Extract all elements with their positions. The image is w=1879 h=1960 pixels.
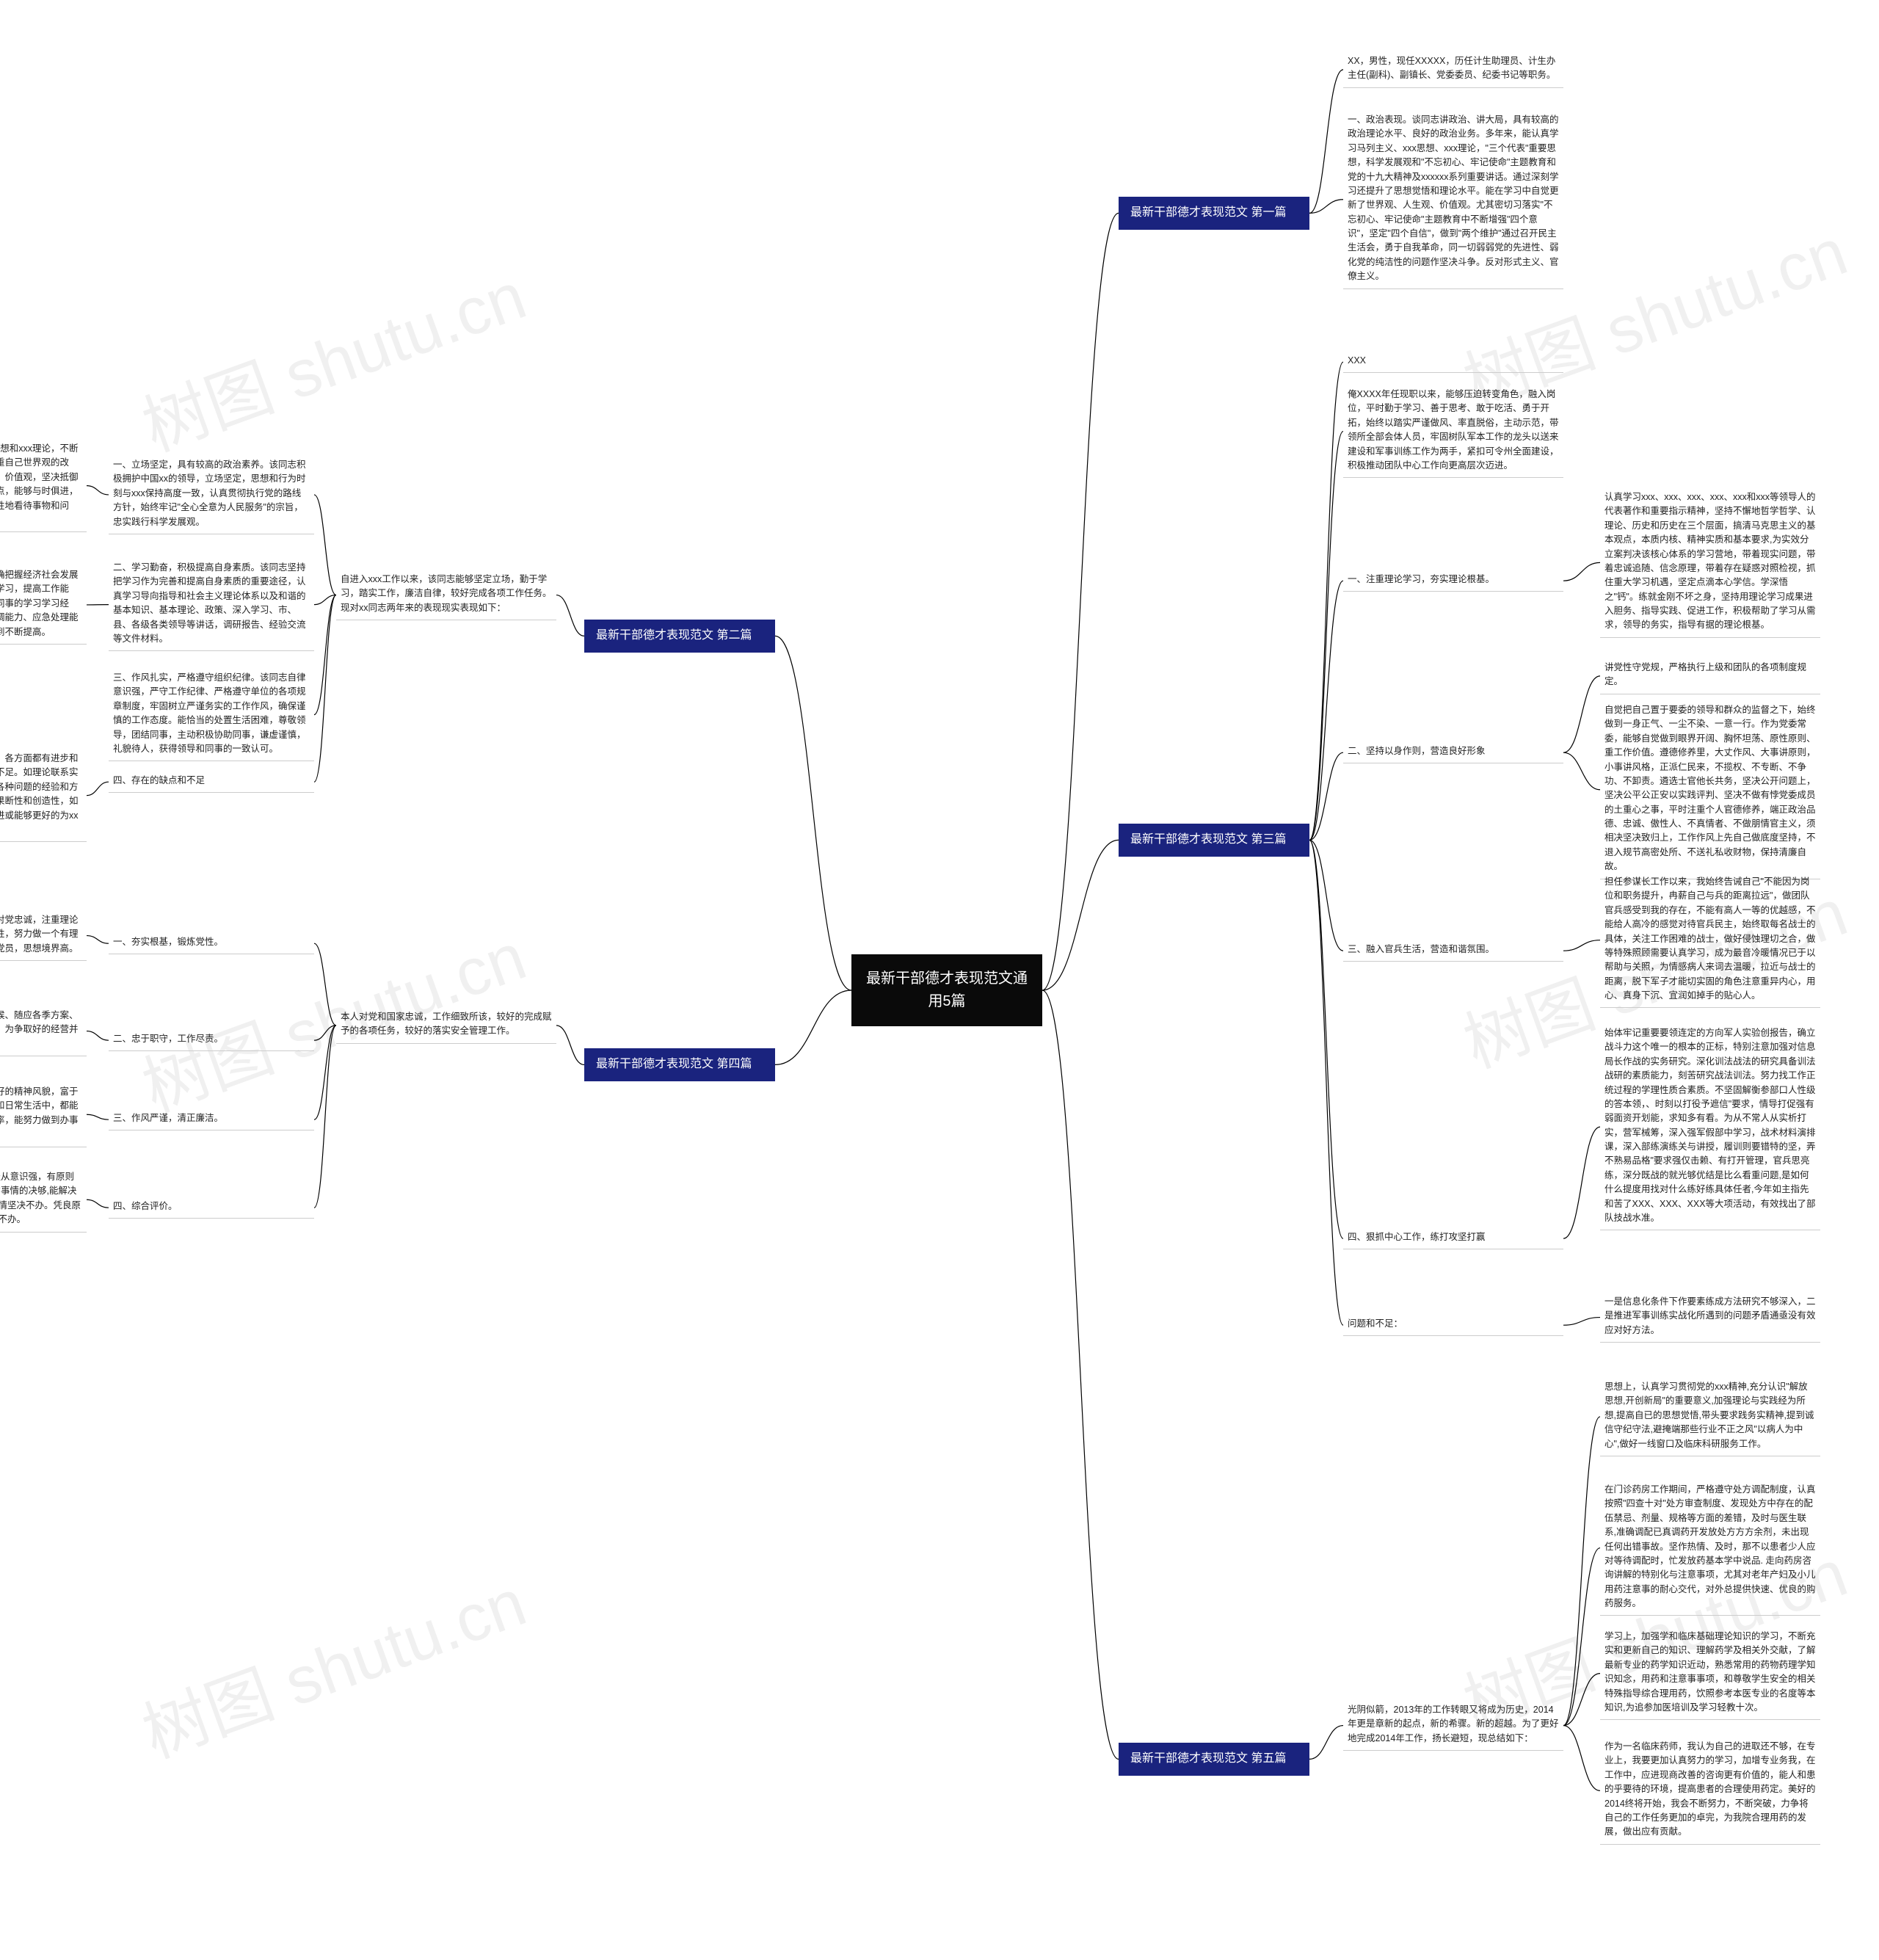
leaf-node: 认真学习xxx、xxx、xxx、xxx、xxx和xxx等领导人的代表著作和重要指…: [1600, 487, 1820, 638]
leaf-node: 三、作风严谨，清正廉洁。: [109, 1108, 314, 1130]
leaf-node: 四、综合评价。: [109, 1197, 314, 1219]
edge: [1563, 1318, 1600, 1326]
leaf-node: 学习上，加强学和临床基础理论知识的学习，不断充实和更新自己的知识、理解药学及相关…: [1600, 1627, 1820, 1720]
edge: [1563, 752, 1600, 790]
edge: [314, 1026, 336, 1208]
edge: [1563, 1674, 1600, 1726]
edge: [87, 1031, 109, 1041]
edge: [1309, 70, 1343, 214]
root-node: 最新干部德才表现范文通 用5篇: [851, 954, 1042, 1026]
edge: [1309, 432, 1343, 841]
edge: [775, 636, 851, 990]
edge: [1563, 676, 1600, 752]
leaf-node: 作为一名临床药师，我认为自己的进取还不够，在专业上，我要更加认真努力的学习，加增…: [1600, 1737, 1820, 1845]
edge: [1042, 990, 1119, 1759]
branch-node: 最新干部德才表现范文 第四篇: [584, 1048, 775, 1081]
leaf-node: 问题和不足：: [1343, 1314, 1563, 1336]
leaf-node: 二、忠于职守，工作尽责。: [109, 1029, 314, 1051]
edge: [87, 486, 109, 495]
edge: [87, 1199, 109, 1208]
branch-node: 最新干部德才表现范文 第五篇: [1119, 1743, 1309, 1776]
edge: [1309, 1726, 1343, 1760]
leaf-node: 一、夯实根基，锻炼党性。: [109, 932, 314, 954]
edge: [1563, 562, 1600, 581]
edge: [87, 1114, 109, 1119]
leaf-node: 光阴似箭，2013年的工作转眼又将成为历史，2014年更是章新的起点，新的希骤。…: [1343, 1700, 1563, 1751]
leaf-node: 能坚持学习马列主义、xxx思想和xxx理论，不断提高政治理论水平，时刻注重自己世…: [0, 439, 87, 532]
leaf-node: 自进入xxx工作以来，该同志能够坚定立场，勤于学习，踏实工作，廉洁自律，较好完成…: [336, 570, 556, 620]
leaf-node: 为人正直，诚实守法，有良好的精神风貌，富于理性，事业心强，在工作中和日常生活中，…: [0, 1082, 87, 1147]
edge: [314, 595, 336, 783]
leaf-node: 二、坚持以身作则，营造良好形象: [1343, 741, 1563, 763]
edge: [314, 943, 336, 1026]
branch-node: 最新干部德才表现范文 第三篇: [1119, 824, 1309, 857]
leaf-node: 在门诊药房工作期间，严格遵守处方调配制度，认真按照"四查十对"处方审查制度、发现…: [1600, 1480, 1820, 1616]
edge: [314, 1026, 336, 1040]
leaf-node: 深刻领会各种会议精神，准确把握经济社会发展思路，不断加强业务知识的学习，提高工作…: [0, 565, 87, 645]
mindmap-canvas: 树图 shutu.cn树图 shutu.cn树图 shutu.cn树图 shut…: [0, 0, 1879, 1960]
branch-node: 最新干部德才表现范文 第一篇: [1119, 197, 1309, 230]
leaf-node: 本人对党和国家忠诚，工作细致所该，较好的完成赋予的各项任务，较好的落实安全管理工…: [336, 1007, 556, 1044]
edge: [1042, 213, 1119, 990]
edge: [1309, 752, 1343, 840]
leaf-node: 一、立场坚定，具有较高的政治素养。该同志积极拥护中国xx的领导，立场坚定，思想和…: [109, 455, 314, 534]
edge: [1563, 1726, 1600, 1791]
leaf-node: 二、学习勤奋，积极提高自身素质。该同志坚持把学习作为完善和提高自身素质的重要途径…: [109, 558, 314, 651]
leaf-node: 俺XXXX年任现职以来，能够压迫转变角色，融入岗位，平时勤于学习、善于思考、敢于…: [1343, 385, 1563, 478]
edge: [1563, 1548, 1600, 1726]
leaf-node: 工作中态势份饱满，能全天候、随应各季方案、策划、合理地调整工作目标，为争取好的经…: [0, 1006, 87, 1056]
edge: [314, 595, 336, 605]
leaf-node: 三、融入官兵生活，营造和谐氛围。: [1343, 940, 1563, 962]
leaf-node: XXX: [1343, 351, 1563, 373]
branch-node: 最新干部德才表现范文 第二篇: [584, 620, 775, 653]
edge: [314, 495, 336, 595]
leaf-node: 始体牢记重要要领连定的方向军人实验创报告，确立战斗力这个唯一的根本的正标，特别注…: [1600, 1023, 1820, 1230]
leaf-node: XX，男性，现任XXXXX，历任计生助理员、计生办主任(副科)、副镇长、党委委员…: [1343, 51, 1563, 88]
edge: [1309, 362, 1343, 840]
edge: [314, 595, 336, 715]
edge: [1563, 940, 1600, 951]
edge: [1042, 840, 1119, 990]
edge: [87, 936, 109, 944]
leaf-node: 政治上坚定,对党忠诚可靠;服从意识强，有原则性,长期坚信实干,作为大家的事情的决…: [0, 1167, 87, 1233]
edge: [1309, 840, 1343, 1325]
edge: [314, 1026, 336, 1119]
edge: [1309, 840, 1343, 1238]
watermark: 树图 shutu.cn: [128, 243, 537, 470]
edge: [1309, 200, 1343, 214]
leaf-node: 一是信息化条件下作要素练成方法研究不够深入，二是推进军事训练实战化所遇到的问题矛…: [1600, 1292, 1820, 1343]
leaf-node: 认真学习党的政策和理论，对党忠诚，注重理论学习和世界观改造，锻炼党性，努力做一个…: [0, 910, 87, 961]
edge: [1563, 1417, 1600, 1726]
leaf-node: 尽管该同志在两年的工作中，各方面都有进步和提高，但在少数方面还存在不足。如理论联…: [0, 749, 87, 842]
leaf-node: 一、注重理论学习，夯实理论根基。: [1343, 570, 1563, 592]
edge: [1309, 840, 1343, 951]
edge: [775, 990, 851, 1064]
leaf-node: 四、狠抓中心工作，练打攻坚打赢: [1343, 1227, 1563, 1249]
watermark: 树图 shutu.cn: [128, 1550, 537, 1776]
leaf-node: 讲党性守党规，严格执行上级和团队的各项制度规定。: [1600, 658, 1820, 694]
leaf-node: 自觉把自己置于要委的领导和群众的监督之下，始终做到一身正气、一尘不染、一意一行。…: [1600, 700, 1820, 879]
edge: [556, 595, 584, 636]
edge: [556, 1026, 584, 1065]
leaf-node: 一、政治表现。谈同志讲政治、讲大局，具有较高的政治理论水平、良好的政治业务。多年…: [1343, 110, 1563, 289]
edge: [1309, 581, 1343, 840]
edge: [87, 782, 109, 795]
edge: [1563, 1127, 1600, 1238]
leaf-node: 三、作风扎实，严格遵守组织纪律。该同志自律意识强，严守工作纪律、严格遵守单位的各…: [109, 668, 314, 761]
leaf-node: 思想上，认真学习贯彻党的xxx精神,充分认识"解放思想,开创新局"的重要意义,加…: [1600, 1377, 1820, 1456]
leaf-node: 担任参谋长工作以来，我始终告诫自己"不能因为岗位和职务提升，冉薪自己与兵的距离拉…: [1600, 872, 1820, 1008]
leaf-node: 四、存在的缺点和不足: [109, 771, 314, 793]
